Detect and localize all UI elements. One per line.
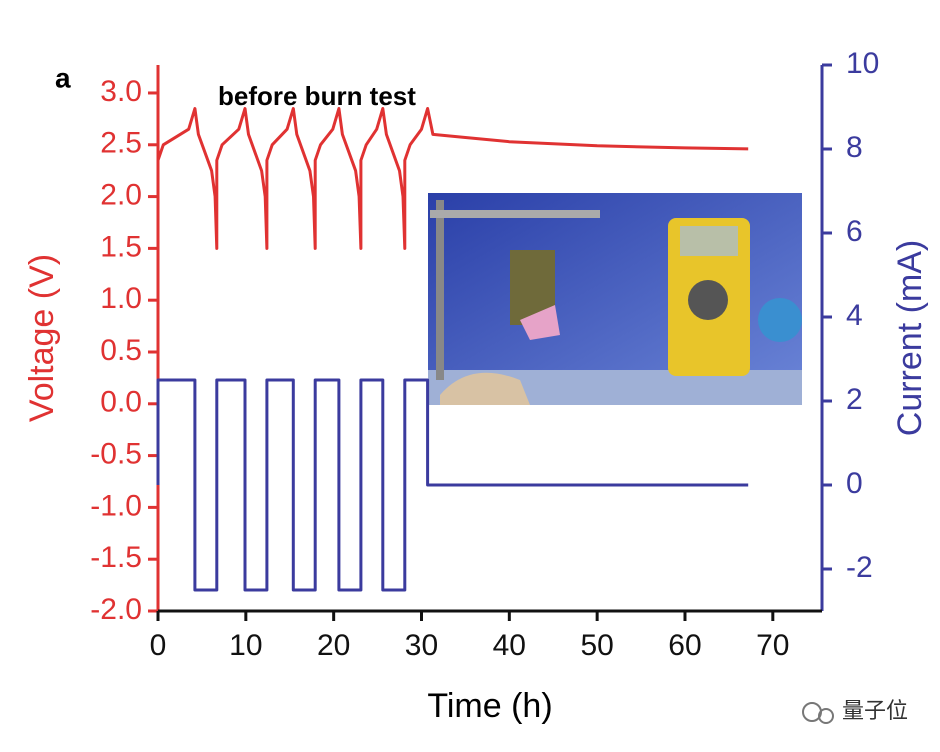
annotation: before burn test bbox=[218, 81, 416, 111]
y2-tick-label: 6 bbox=[846, 215, 863, 248]
y2-tick-label: 4 bbox=[846, 299, 863, 332]
y2-tick-label: 8 bbox=[846, 131, 863, 164]
x-tick-label: 10 bbox=[229, 629, 262, 662]
y-tick-label: 0.0 bbox=[100, 386, 142, 419]
y-tick-label: 0.5 bbox=[100, 334, 142, 367]
y-tick-label: 2.0 bbox=[100, 179, 142, 212]
y-tick-label: 3.0 bbox=[100, 75, 142, 108]
y-axis-label: Voltage (V) bbox=[23, 254, 61, 422]
x-tick-label: 50 bbox=[580, 629, 613, 662]
x-tick-label: 40 bbox=[493, 629, 526, 662]
y2-tick-label: 10 bbox=[846, 47, 879, 80]
y-tick-label: 2.5 bbox=[100, 127, 142, 160]
y-tick-label: 1.0 bbox=[100, 282, 142, 315]
x-tick-label: 60 bbox=[668, 629, 701, 662]
y2-tick-label: 0 bbox=[846, 467, 863, 500]
y2-tick-label: -2 bbox=[846, 551, 873, 584]
x-axis-label: Time (h) bbox=[427, 687, 552, 725]
y2-axis-label: Current (mA) bbox=[891, 240, 929, 436]
watermark: 量子位 bbox=[842, 698, 908, 723]
data-line bbox=[156, 107, 749, 250]
watermark-icon bbox=[802, 702, 834, 724]
x-tick-label: 0 bbox=[150, 629, 167, 662]
y2-tick-label: 2 bbox=[846, 383, 863, 416]
y-tick-label: -0.5 bbox=[90, 438, 142, 471]
y-tick-label: -1.0 bbox=[90, 489, 142, 522]
x-tick-label: 20 bbox=[317, 629, 350, 662]
y-tick-label: -2.0 bbox=[90, 593, 142, 626]
data-line bbox=[156, 378, 749, 592]
inset-photo bbox=[428, 193, 802, 405]
x-tick-label: 70 bbox=[756, 629, 789, 662]
y-tick-label: -1.5 bbox=[90, 541, 142, 574]
panel-label: a bbox=[55, 62, 71, 93]
x-tick-label: 30 bbox=[405, 629, 438, 662]
y-tick-label: 1.5 bbox=[100, 230, 142, 263]
